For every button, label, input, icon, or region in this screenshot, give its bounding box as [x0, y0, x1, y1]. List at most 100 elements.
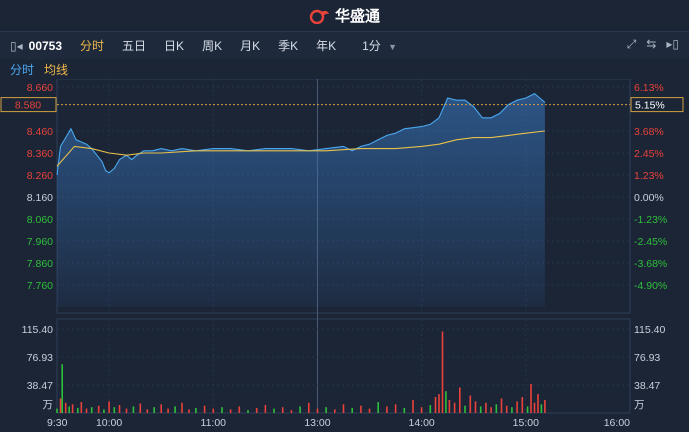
price-tick-label: 8.260 [27, 170, 53, 182]
volume-bar [299, 406, 301, 413]
volume-bar [438, 394, 440, 413]
collapse-panel-icon[interactable]: ▸▯ [666, 37, 679, 51]
volume-bar [56, 408, 58, 413]
volume-bar [80, 402, 83, 413]
volume-bar [195, 407, 197, 413]
price-tick-label: 7.960 [27, 236, 53, 248]
volume-bars [56, 331, 546, 413]
volume-bar [403, 407, 406, 413]
crosshair-price-box [0, 97, 57, 113]
brand-mark-icon [309, 9, 329, 24]
volume-bar [113, 407, 116, 413]
volume-bar [511, 407, 513, 413]
volume-bar [181, 402, 183, 413]
volume-bar [132, 406, 135, 413]
pct-tick-label: 2.45% [634, 148, 664, 160]
sidebar-toggle-icon[interactable]: ▯◂ [10, 38, 23, 53]
volume-bar [146, 409, 149, 413]
tab-monthly-k[interactable]: 月K [240, 39, 261, 53]
volume-bar [540, 404, 543, 413]
volume-bar [474, 401, 477, 413]
volume-bar [212, 408, 215, 413]
pct-axis: 6.13% 5.15% 3.68% 2.45% 1.23% 0.00% -1.23% -2.4… [634, 82, 667, 292]
volume-bar [203, 405, 206, 413]
volume-bar [441, 331, 444, 413]
volume-bar [544, 399, 546, 413]
crosshair-pct-box [630, 97, 684, 113]
pct-tick-label: 6.13% [634, 82, 664, 94]
avg-line [56, 130, 545, 167]
pct-tick-label: -1.23% [634, 214, 667, 226]
volume-bar [386, 406, 388, 413]
tab-intraday[interactable]: 分时 [80, 39, 105, 53]
crosshair: 8.580 5.15% [0, 97, 684, 113]
time-axis: 9:30 10:00 11:00 13:00 14:00 15:00 16:00 [47, 417, 630, 429]
volume-bar [97, 405, 100, 413]
volume-bar [108, 401, 110, 413]
pct-tick-label: 0.00% [634, 192, 664, 204]
volume-bar [495, 404, 498, 413]
volume-bar [59, 398, 62, 413]
volume-tick-label: 115.40 [22, 324, 53, 336]
volume-bar [479, 406, 482, 413]
tab-yearly-k[interactable]: 年K [316, 39, 337, 53]
price-tick-label: 8.060 [27, 214, 53, 226]
volume-bar [360, 405, 362, 413]
price-axis: 8.6608.5808.4608.3608.2608.1608.0607.960… [27, 82, 53, 292]
volume-bar [342, 404, 345, 413]
volume-bar [68, 406, 70, 413]
tab-daily-k[interactable]: 日K [164, 39, 185, 53]
volume-bar [85, 408, 88, 413]
crosshair-price-label: 8.580 [15, 100, 41, 112]
volume-bar [490, 407, 492, 413]
pct-tick-label: -2.45% [634, 236, 667, 248]
volume-unit-label: 万 [634, 399, 645, 411]
tab-quarterly-k[interactable]: 季K [278, 39, 299, 53]
time-tick-label: 9:30 [47, 417, 68, 429]
chart-legend: 分时 均线 [0, 59, 689, 79]
toolbar: ▯◂ 00753 分时 五日 日K 周K 月K 季K 年K 1分 ▼ ⤢ ⇆ ▸… [0, 31, 689, 60]
volume-bar [255, 407, 258, 413]
volume-bar [153, 407, 155, 413]
volume-bar [160, 404, 162, 413]
volume-bar [308, 402, 310, 413]
volume-bar [429, 405, 432, 413]
price-tick-label: 8.360 [27, 148, 53, 160]
volume-bar [448, 399, 451, 413]
volume-bar [118, 405, 121, 413]
volume-bar [174, 406, 176, 413]
volume-bar [167, 408, 169, 413]
volume-bar [316, 408, 319, 413]
volume-bar [334, 409, 336, 413]
tab-weekly-k[interactable]: 周K [202, 39, 223, 53]
intraday-chart[interactable]: 8.660 8.580 8.460 8.360 8.260 8.160 8.060 7.960… [0, 79, 689, 432]
volume-bar [273, 408, 275, 413]
volume-bar [445, 391, 447, 413]
volume-bar [377, 402, 379, 413]
volume-bar [394, 404, 397, 413]
tab-five-day[interactable]: 五日 [122, 39, 147, 53]
volume-bar [325, 407, 327, 413]
volume-bar [264, 405, 267, 413]
volume-bar [103, 409, 105, 413]
brand-logo: 华盛通 [309, 5, 380, 26]
price-tick-label: 8.460 [27, 126, 53, 138]
fullscreen-icon[interactable]: ⤢ [626, 37, 637, 51]
volume-bar [281, 407, 284, 413]
period-select[interactable]: 1分 ▼ [362, 37, 397, 54]
volume-bar [238, 406, 241, 413]
volume-bar [533, 402, 536, 413]
volume-bar [530, 383, 532, 413]
time-tick-label: 13:00 [304, 417, 330, 429]
time-tick-label: 11:00 [201, 417, 227, 429]
volume-bar [500, 398, 503, 413]
volume-bar [229, 409, 232, 413]
price-tick-label: 8.660 [27, 82, 53, 94]
volume-bar [90, 407, 93, 413]
crosshair-pct-label: 5.15% [635, 100, 665, 112]
volume-bar [351, 407, 353, 413]
price-area [57, 93, 545, 307]
volume-tick-label: 76.93 [634, 352, 660, 364]
swap-icon[interactable]: ⇆ [646, 37, 657, 51]
pct-tick-label: 1.23% [634, 170, 664, 182]
